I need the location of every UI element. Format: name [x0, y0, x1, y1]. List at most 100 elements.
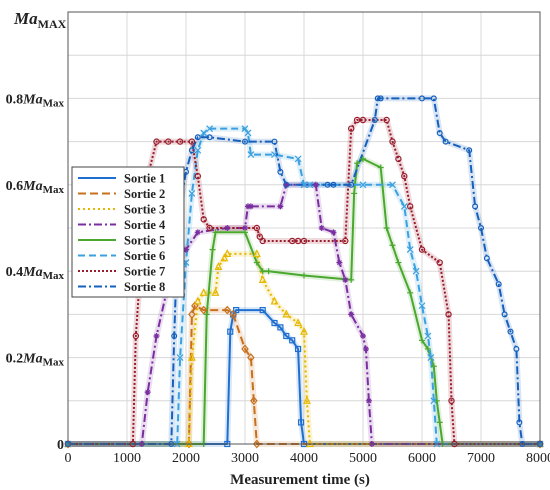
data-point	[200, 216, 207, 223]
data-point	[194, 146, 202, 154]
data-point	[419, 95, 426, 102]
data-point	[144, 389, 151, 396]
y-tick-label: 0.4MaMax	[6, 265, 65, 282]
data-point	[214, 262, 223, 270]
data-point	[427, 354, 435, 362]
data-point	[247, 151, 255, 158]
data-point	[297, 419, 305, 426]
data-point	[407, 203, 414, 210]
data-point	[377, 95, 384, 102]
data-point	[185, 439, 193, 449]
data-point	[348, 311, 355, 318]
data-point	[282, 309, 291, 318]
data-point	[371, 116, 378, 123]
data-point	[271, 319, 278, 327]
data-point	[383, 225, 390, 231]
series-markers	[64, 95, 544, 449]
data-point	[302, 395, 311, 404]
data-point	[247, 353, 255, 363]
data-point	[194, 134, 201, 141]
data-point	[362, 345, 369, 352]
data-point	[259, 237, 266, 245]
data-point	[389, 181, 396, 189]
data-point	[412, 267, 420, 275]
data-point	[324, 181, 331, 188]
data-point	[253, 224, 260, 232]
data-point	[200, 129, 208, 137]
data-point	[241, 125, 249, 133]
x-tick-label: 3000	[231, 451, 259, 466]
data-point	[442, 138, 449, 145]
data-point	[258, 274, 267, 283]
y-axis-ticks: 0 0.2MaMax 0.4MaMax 0.6MaMax 0.8MaMax	[6, 92, 65, 453]
data-point	[418, 302, 426, 310]
data-point	[270, 296, 279, 305]
data-point	[176, 354, 184, 362]
data-point	[342, 276, 349, 283]
data-point	[430, 397, 438, 405]
data-point	[318, 225, 325, 231]
y-axis-label-sub: MAX	[38, 17, 67, 31]
legend-entry: Sortie 7	[124, 265, 165, 279]
data-point	[300, 181, 308, 189]
data-point	[359, 181, 367, 189]
data-point	[277, 168, 284, 175]
data-point	[242, 229, 248, 236]
data-point	[224, 225, 231, 231]
data-point	[436, 419, 443, 426]
data-point	[478, 225, 485, 232]
data-point	[253, 439, 261, 449]
data-point	[389, 138, 396, 145]
x-tick-label: 4000	[290, 451, 318, 466]
data-point	[294, 318, 303, 327]
data-point	[199, 287, 208, 296]
data-point	[306, 181, 314, 189]
data-point	[383, 116, 390, 124]
x-tick-label: 1000	[113, 451, 141, 466]
data-point	[165, 138, 172, 145]
data-point	[206, 134, 213, 141]
data-point	[353, 116, 361, 124]
data-point	[250, 396, 258, 406]
y-tick-label: 0.8MaMax	[6, 92, 65, 109]
data-point	[330, 181, 337, 188]
data-point	[389, 242, 396, 249]
data-point	[244, 129, 252, 137]
data-point	[395, 155, 402, 163]
data-point	[233, 306, 240, 314]
data-point	[199, 305, 208, 315]
series-line	[68, 119, 540, 445]
series-line	[68, 97, 540, 445]
data-point	[430, 363, 437, 370]
data-point	[203, 311, 210, 318]
data-point	[445, 311, 452, 318]
data-point	[220, 253, 229, 262]
data-point	[513, 345, 520, 352]
data-point	[295, 345, 302, 353]
y-axis-label: MaMAX	[13, 9, 67, 31]
data-point	[206, 125, 214, 133]
legend-entry: Sortie 6	[124, 249, 165, 263]
data-point	[436, 129, 443, 136]
data-point	[283, 332, 290, 340]
data-point	[242, 138, 249, 145]
data-point	[351, 190, 358, 197]
data-point	[227, 328, 234, 335]
data-point	[401, 172, 408, 180]
data-point	[188, 309, 196, 319]
x-tick-label: 2000	[172, 451, 200, 466]
data-point	[407, 289, 414, 296]
data-point	[360, 333, 366, 339]
y-axis-label-main: Ma	[13, 9, 38, 28]
data-point	[436, 259, 443, 266]
data-point	[194, 172, 201, 180]
data-point	[360, 155, 366, 162]
data-point	[132, 332, 140, 340]
data-point	[194, 229, 201, 236]
legend-entry: Sortie 2	[124, 187, 165, 201]
data-point	[418, 246, 426, 253]
